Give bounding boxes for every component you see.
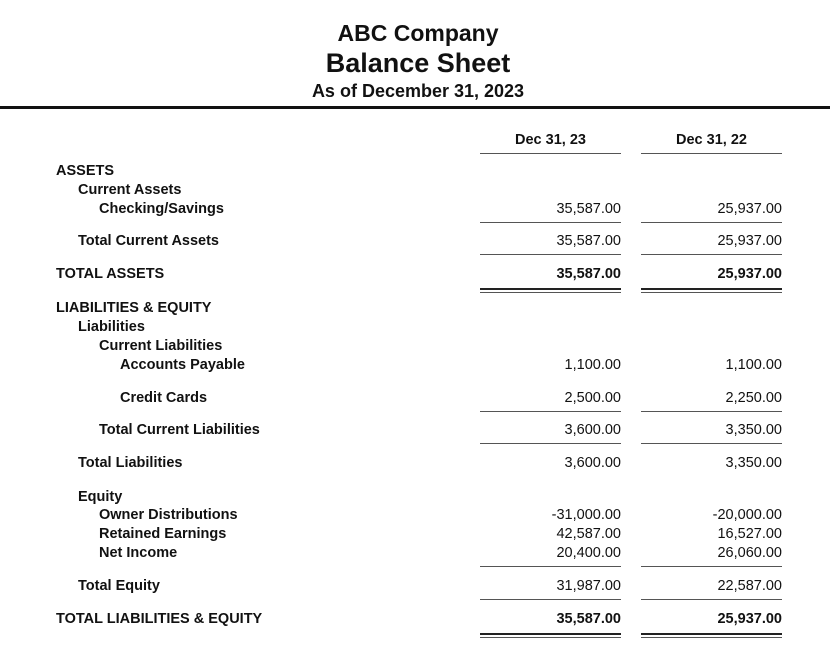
row-value: 3,350.00 [725, 422, 782, 438]
column-header-dec-31-22: Dec 31, 22 [641, 132, 782, 154]
row-label: Total Current Liabilities [99, 422, 260, 438]
row-value: 3,350.00 [725, 455, 782, 471]
row-value: 35,587.00 [556, 201, 621, 217]
row-label: Total Equity [78, 578, 160, 594]
row-value: 25,937.00 [717, 266, 782, 282]
row-label: Credit Cards [120, 390, 208, 406]
row-label: LIABILITIES & EQUITY [56, 300, 212, 316]
header-rule [0, 106, 830, 109]
row-value: 42,587.00 [556, 526, 621, 542]
double-underline [480, 633, 621, 638]
underline [641, 599, 782, 600]
row-label: Equity [78, 489, 123, 505]
row-label: Liabilities [78, 319, 145, 335]
underline [641, 411, 782, 412]
row-value: 35,587.00 [556, 611, 621, 627]
underline [641, 566, 782, 567]
row-value: 25,937.00 [717, 611, 782, 627]
underline [480, 443, 621, 444]
row-value: 20,400.00 [556, 545, 621, 561]
row-value: 22,587.00 [717, 578, 782, 594]
row-label: TOTAL LIABILITIES & EQUITY [56, 611, 263, 627]
row-label: Retained Earnings [99, 526, 227, 542]
row-value: 31,987.00 [556, 578, 621, 594]
underline [480, 254, 621, 255]
row-label: Net Income [99, 545, 178, 561]
row-value: 3,600.00 [564, 455, 621, 471]
row-value: 35,587.00 [556, 233, 621, 249]
row-value: 2,250.00 [725, 390, 782, 406]
underline [480, 599, 621, 600]
underline [480, 566, 621, 567]
double-underline [641, 288, 782, 293]
row-value: 25,937.00 [717, 233, 782, 249]
row-label: Total Liabilities [78, 455, 183, 471]
row-value: 1,100.00 [564, 357, 621, 373]
row-value: -20,000.00 [712, 507, 782, 523]
row-value: 1,100.00 [725, 357, 782, 373]
company-name: ABC Company [337, 20, 499, 46]
double-underline [641, 633, 782, 638]
underline [641, 443, 782, 444]
row-label: Total Current Assets [78, 233, 219, 249]
row-label: Owner Distributions [99, 507, 238, 523]
report-title: Balance Sheet [325, 48, 511, 78]
row-value: 25,937.00 [717, 201, 782, 217]
row-label: ASSETS [56, 163, 115, 179]
row-value: 26,060.00 [717, 545, 782, 561]
underline [480, 411, 621, 412]
underline [641, 222, 782, 223]
report-date: As of December 31, 2023 [311, 81, 525, 101]
row-label: TOTAL ASSETS [56, 266, 165, 282]
row-value: 35,587.00 [556, 266, 621, 282]
row-value: -31,000.00 [551, 507, 621, 523]
row-value: 16,527.00 [717, 526, 782, 542]
underline [480, 222, 621, 223]
row-label: Current Assets [78, 182, 182, 198]
row-label: Checking/Savings [99, 201, 224, 217]
row-label: Current Liabilities [99, 338, 223, 354]
underline [641, 254, 782, 255]
row-value: 2,500.00 [564, 390, 621, 406]
double-underline [480, 288, 621, 293]
column-header-dec-31-23: Dec 31, 23 [480, 132, 621, 154]
row-value: 3,600.00 [564, 422, 621, 438]
row-label: Accounts Payable [120, 357, 245, 373]
